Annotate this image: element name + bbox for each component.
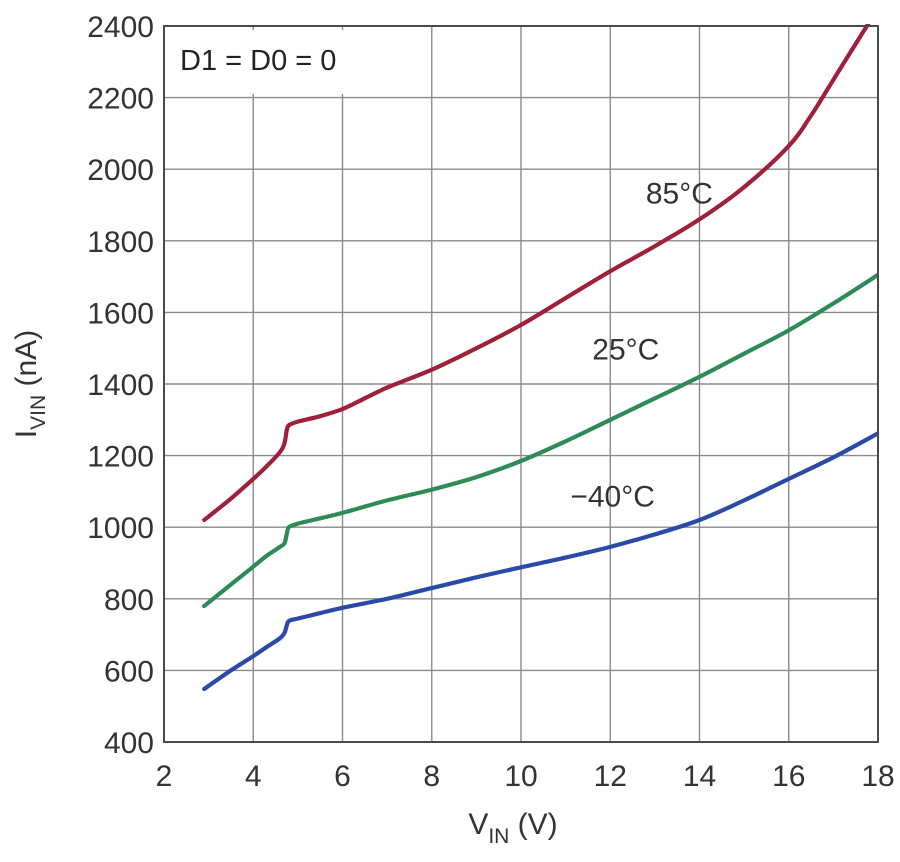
x-tick-label: 4 <box>245 760 262 793</box>
series-label: 85°C <box>646 178 713 211</box>
series-minus40c-line <box>202 431 878 692</box>
y-axis-title: IVIN (nA) <box>10 330 50 438</box>
series-lines <box>202 24 878 692</box>
condition-annotation: D1 = D0 = 0 <box>180 45 336 77</box>
x-tick-label: 12 <box>594 760 627 793</box>
y-tick-label: 2000 <box>87 154 154 187</box>
y-tick-label: 1000 <box>87 512 154 545</box>
y-tick-label: 400 <box>104 727 154 760</box>
y-tick-label: 800 <box>104 584 154 617</box>
grid-lines <box>163 25 879 743</box>
series-labels: 85°C 25°C −40°C <box>570 178 713 514</box>
series-85c-line <box>202 24 871 523</box>
x-tick-label: 16 <box>772 760 805 793</box>
x-tick-label: 6 <box>334 760 351 793</box>
x-tick-label: 2 <box>156 760 173 793</box>
y-tick-label: 1200 <box>87 441 154 474</box>
y-tick-labels: 400 600 800 1000 1200 1400 1600 1800 2000 2200 240… <box>87 11 154 760</box>
x-tick-labels: 2 4 6 8 10 12 14 16 18 <box>156 760 895 793</box>
y-tick-label: 600 <box>104 655 154 688</box>
x-tick-label: 14 <box>683 760 716 793</box>
x-axis-title-subscript: IN <box>488 825 509 848</box>
x-tick-label: 18 <box>861 760 894 793</box>
x-axis-title: VIN (V) <box>468 808 557 848</box>
plot-frame <box>163 25 879 743</box>
series-25c-line <box>202 272 878 609</box>
y-axis-title-subscript: VIN <box>27 395 50 430</box>
y-tick-label: 1800 <box>87 226 154 259</box>
y-tick-label: 2200 <box>87 83 154 116</box>
x-axis-title-suffix: (V) <box>509 808 557 841</box>
y-axis-title-suffix: (nA) <box>10 330 43 395</box>
series-label: −40°C <box>570 480 655 513</box>
y-tick-label: 1600 <box>87 297 154 330</box>
condition-box <box>168 30 368 94</box>
series-label: 25°C <box>592 333 659 366</box>
x-axis-title-main: V <box>468 808 488 841</box>
x-tick-label: 8 <box>423 760 440 793</box>
y-tick-label: 2400 <box>87 11 154 44</box>
y-axis-title-main: I <box>10 430 43 438</box>
x-tick-label: 10 <box>504 760 537 793</box>
y-tick-label: 1400 <box>87 369 154 402</box>
